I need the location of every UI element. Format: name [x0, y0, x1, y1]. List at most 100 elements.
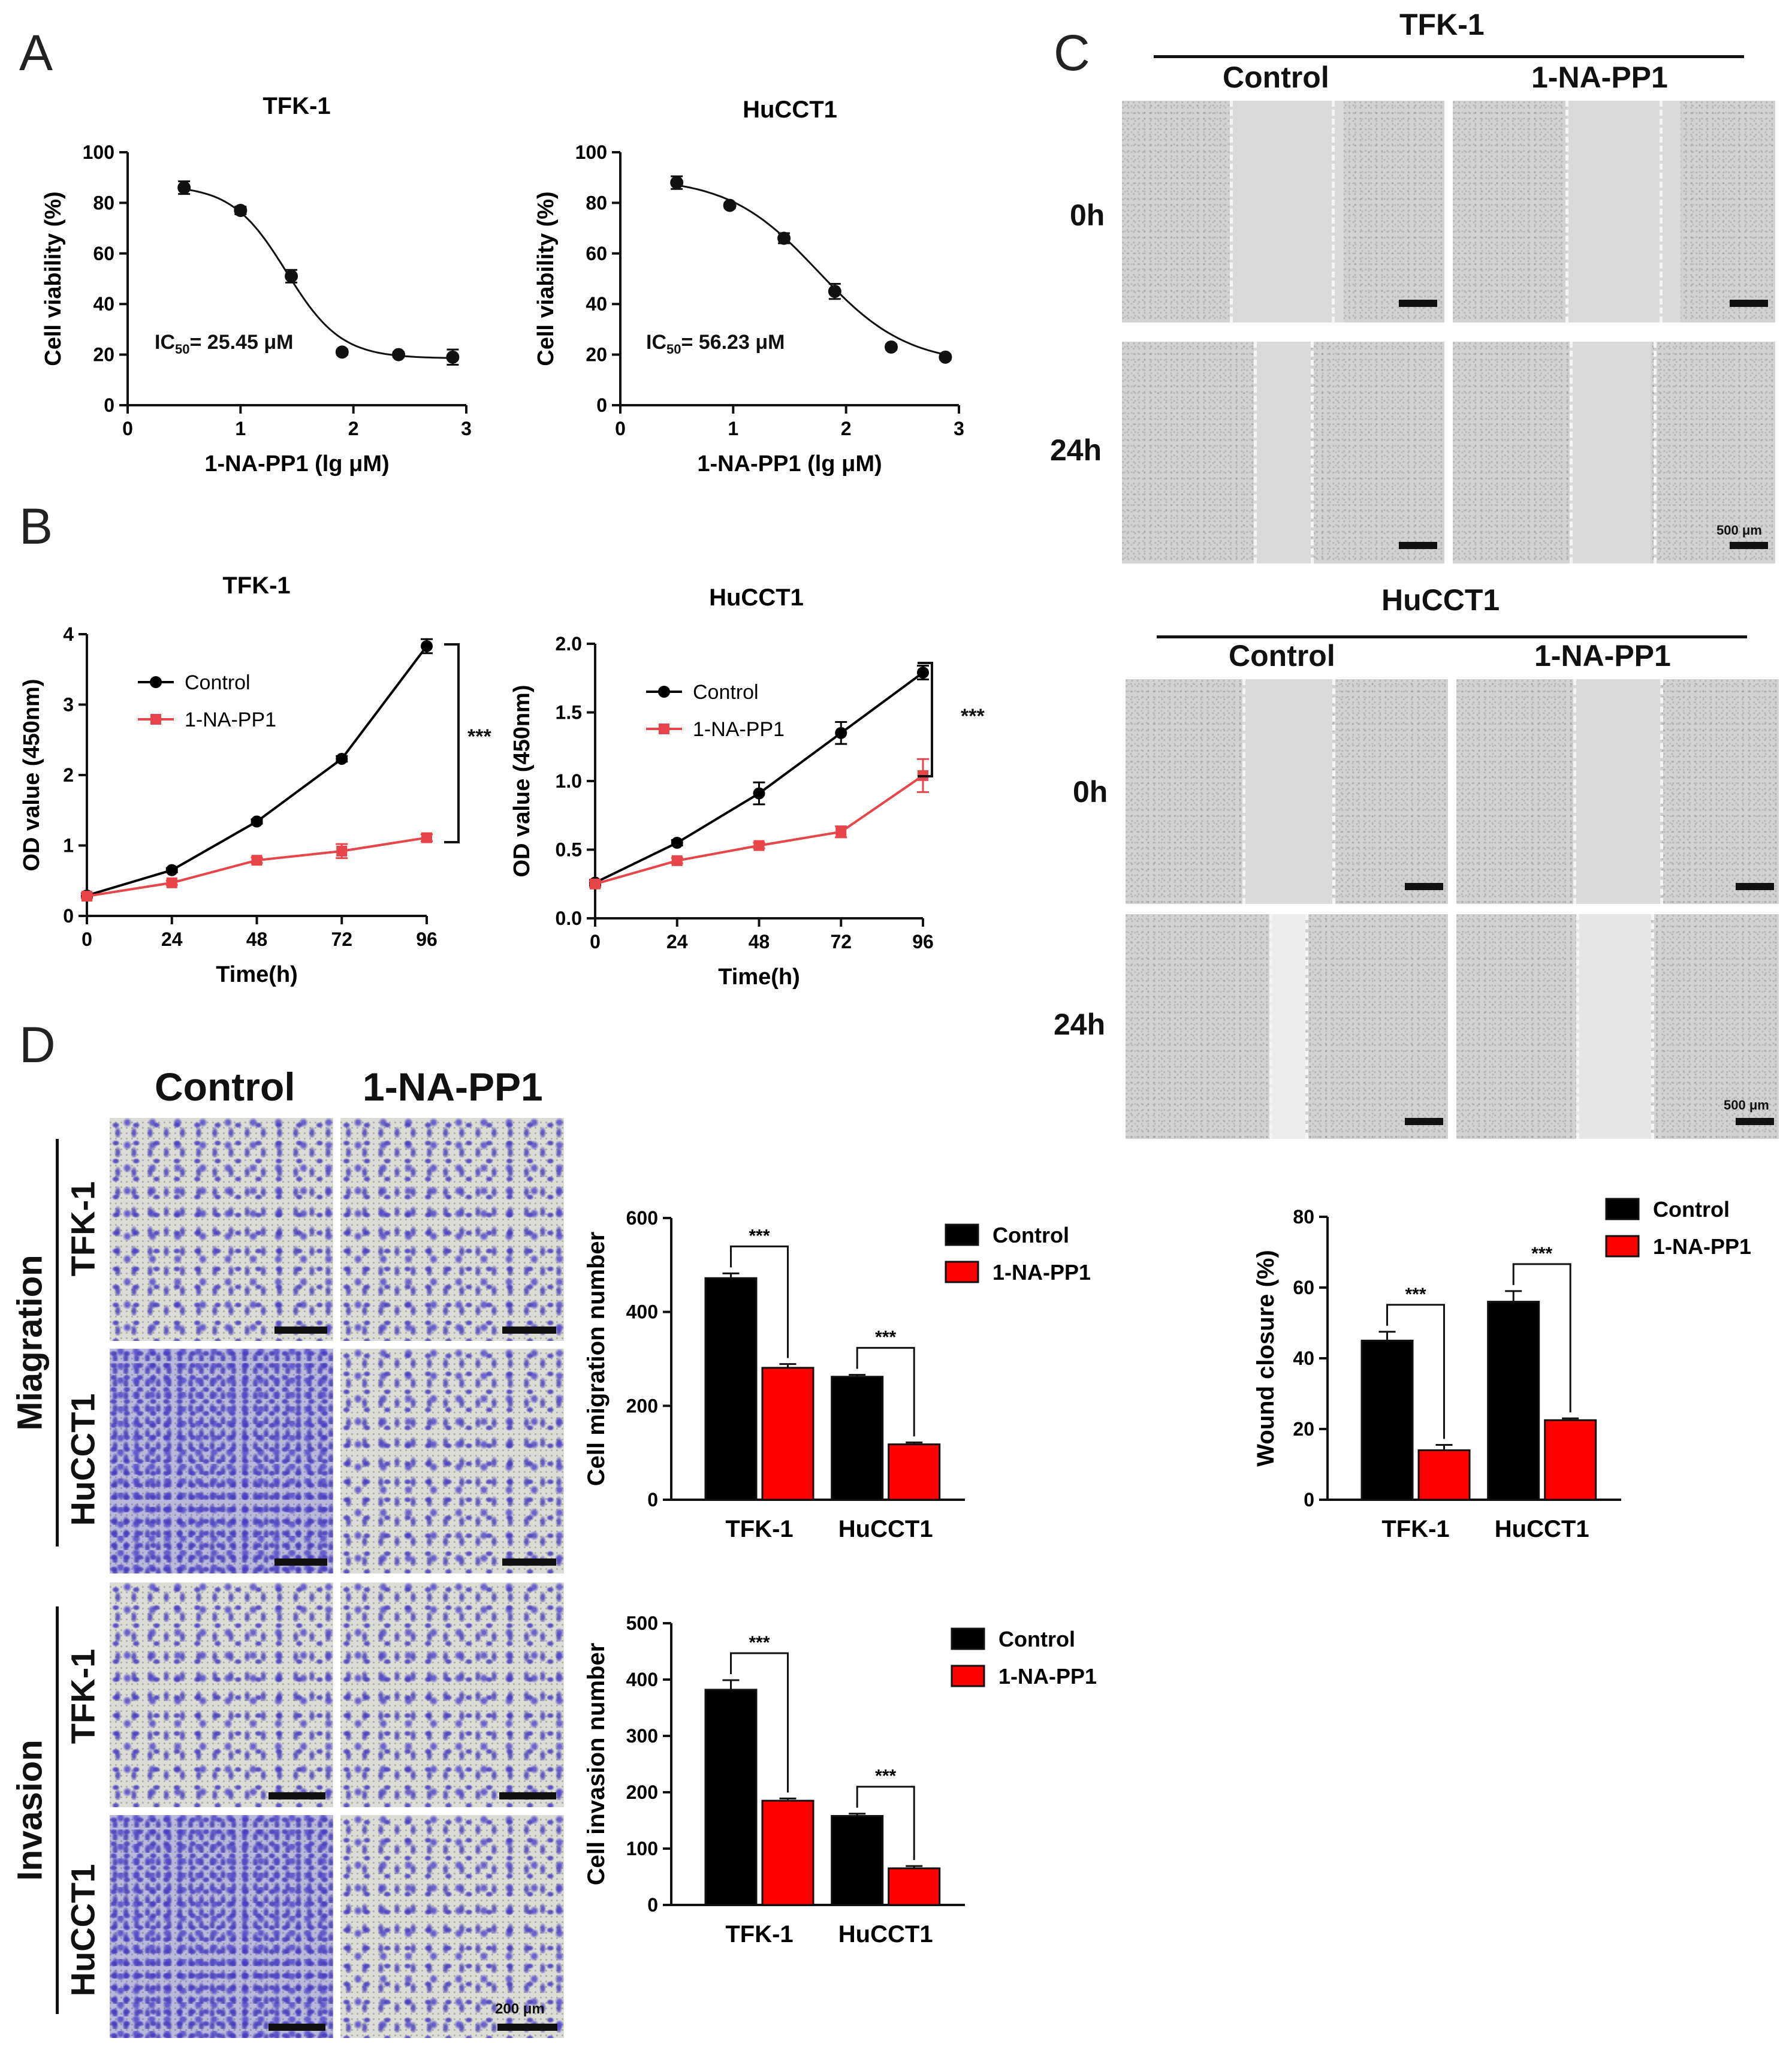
legend-label-treatment: 1-NA-PP1	[185, 709, 276, 731]
wound-image-tfk1-treat-0h	[1453, 101, 1775, 322]
legend-marker-treatment	[659, 723, 669, 734]
x-tick-label: 2	[348, 418, 359, 439]
y-tick-label: 4	[63, 623, 74, 645]
data-point-treatment	[835, 826, 847, 837]
data-point-control	[165, 864, 178, 876]
y-axis-label: Cell viability (%)	[533, 191, 559, 366]
significance-stars: ***	[749, 1633, 770, 1653]
y-tick-label: 400	[626, 1669, 658, 1690]
data-point-control	[81, 889, 93, 902]
data-point	[446, 350, 460, 364]
group-label-invasion: Invasion	[10, 1740, 50, 1881]
legend-swatch-treatment	[1605, 1235, 1640, 1258]
y-axis-label: OD value (450nm)	[19, 679, 44, 872]
x-axis-label: Time(h)	[718, 964, 800, 990]
x-category-label: HuCCT1	[838, 1921, 933, 1948]
group-rule-migration	[56, 1139, 59, 1546]
y-axis-label: OD value (450nm)	[509, 685, 535, 878]
x-category-label: TFK-1	[725, 1516, 793, 1542]
y-tick-label: 0	[647, 1489, 658, 1511]
data-point-treatment	[918, 770, 928, 781]
row-label-hucct1-invasion: HuCCT1	[64, 1864, 102, 1997]
y-tick-label: 0	[647, 1894, 658, 1916]
legend-swatch-control	[951, 1627, 985, 1650]
bar-control	[1360, 1340, 1414, 1501]
significance-bracket	[1512, 1263, 1571, 1413]
data-point	[177, 181, 191, 195]
row-label-hucct1-migration: HuCCT1	[64, 1393, 102, 1526]
ic50-value: = 56.23 μM	[681, 331, 785, 354]
legend-label-control: Control	[1653, 1197, 1730, 1222]
x-category-label: TFK-1	[725, 1921, 793, 1948]
significance-bracket	[918, 662, 933, 777]
x-tick-label: 48	[749, 931, 770, 952]
y-tick-label: 1.0	[556, 770, 582, 792]
wound-image-tfk1-control-24h	[1122, 342, 1444, 563]
chart-title: HuCCT1	[709, 584, 804, 611]
x-tick-label: 72	[331, 928, 352, 950]
x-tick-label: 0	[615, 418, 626, 439]
x-tick-label: 24	[666, 931, 688, 952]
data-point-treatment	[421, 832, 432, 843]
data-point	[285, 269, 298, 283]
ic50-subscript: 50	[175, 341, 190, 357]
y-tick-label: 3	[63, 694, 74, 716]
y-tick-label: 80	[93, 192, 114, 213]
transwell-col-control: Control	[155, 1065, 295, 1109]
legend-swatch-control	[1605, 1198, 1640, 1220]
legend-marker-treatment	[150, 714, 161, 725]
x-tick-label: 3	[954, 418, 964, 439]
y-tick-label: 0	[1304, 1489, 1314, 1511]
significance-stars: ***	[749, 1226, 770, 1246]
legend-swatch-control	[945, 1223, 979, 1246]
panel-label-a: A	[19, 25, 53, 81]
bar-control	[704, 1689, 758, 1906]
bar-control	[1487, 1301, 1540, 1501]
x-tick-label: 96	[416, 928, 438, 950]
data-point-treatment	[82, 891, 92, 902]
transwell-invasion-hucct1-control	[110, 1815, 333, 2038]
x-category-label: TFK-1	[1381, 1516, 1449, 1542]
fit-curve	[676, 184, 946, 356]
legend-label-treatment: 1-NA-PP1	[998, 1664, 1097, 1689]
data-point-treatment	[166, 877, 177, 888]
series-line-control	[595, 671, 924, 884]
y-tick-label: 100	[83, 141, 114, 163]
y-tick-label: 500	[626, 1612, 658, 1634]
panel-label-c: C	[1054, 25, 1090, 81]
wound-image-hucct1-treat-0h	[1456, 679, 1779, 904]
bar-treatment	[761, 1799, 814, 1906]
data-point-treatment	[251, 855, 263, 866]
scale-label: 500 μm	[1724, 1098, 1769, 1113]
series-line-treatment	[86, 836, 427, 898]
data-point	[234, 204, 248, 218]
data-point	[828, 285, 841, 299]
ic50-label: IC	[155, 331, 175, 354]
wound-image-tfk1-treat-24h: 500 μm	[1453, 342, 1775, 563]
bar-control	[831, 1814, 884, 1906]
wound-image-hucct1-treat-24h: 500 μm	[1456, 914, 1779, 1139]
significance-bracket	[1386, 1304, 1445, 1439]
x-tick-label: 3	[461, 418, 472, 439]
x-tick-label: 2	[841, 418, 852, 439]
legend-label-control: Control	[693, 681, 759, 704]
significance-bracket	[730, 1652, 789, 1793]
legend-swatch-treatment	[945, 1261, 979, 1283]
y-tick-label: 1	[63, 835, 74, 857]
legend-label-control: Control	[992, 1223, 1069, 1247]
legend-label-treatment: 1-NA-PP1	[693, 718, 785, 741]
y-tick-label: 0	[104, 394, 114, 416]
data-point	[335, 345, 349, 359]
wound-col-treat-hucct1: 1-NA-PP1	[1534, 639, 1671, 673]
bar-treatment	[1544, 1419, 1597, 1501]
legend-marker-control	[658, 686, 670, 698]
y-tick-label: 60	[93, 243, 114, 264]
y-tick-label: 2	[63, 764, 74, 786]
wound-image-hucct1-control-0h	[1126, 679, 1448, 904]
data-point-treatment	[590, 878, 601, 890]
x-tick-label: 96	[912, 931, 934, 952]
significance-bracket	[730, 1245, 789, 1358]
x-tick-label: 48	[246, 928, 268, 950]
significance-stars: ***	[875, 1766, 896, 1786]
y-tick-label: 200	[626, 1781, 658, 1803]
